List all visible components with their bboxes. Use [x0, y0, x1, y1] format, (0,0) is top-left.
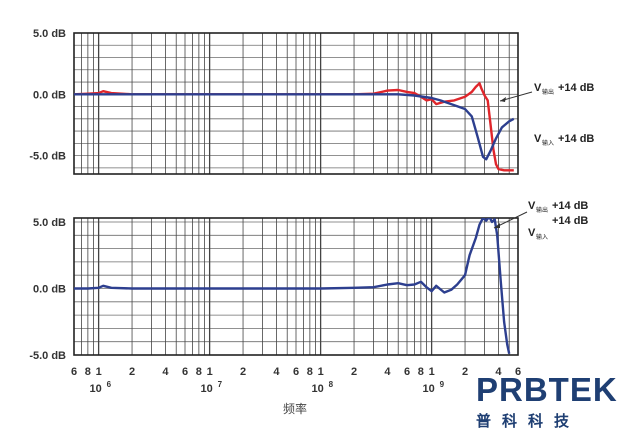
top-chart-panel: 5.0 dB0.0 dB-5.0 dBV 输出 +14 dBV 输入 +14 dB: [29, 28, 594, 175]
vertical-gridlines: [81, 33, 510, 174]
annotation-vin: V: [528, 227, 536, 239]
x-tick-label: 2: [351, 366, 357, 378]
x-tick-label: 6: [293, 366, 299, 378]
x-tick-label: 4: [495, 366, 502, 378]
y-tick-label: 5.0 dB: [33, 28, 66, 40]
x-axis: 6 8 1 2 4 6 8 1 2 4 6 8 1 2 4 6 8 1 2 4 610 6 10 7 10 8 10 9: [71, 366, 521, 395]
y-tick-label: 5.0 dB: [33, 217, 66, 229]
decade-exponent: 7: [218, 380, 223, 389]
x-tick-label: 8: [85, 366, 91, 378]
decade-label: 10: [423, 383, 435, 395]
y-tick-label: -5.0 dB: [29, 350, 66, 362]
decade-exponent: 6: [107, 380, 112, 389]
series-line: [74, 218, 511, 354]
annotation-vout: V: [534, 82, 542, 94]
decade-exponent: 8: [329, 380, 334, 389]
y-tick-label: 0.0 dB: [33, 89, 66, 101]
annotation-vout-subscript: 输出: [536, 206, 548, 214]
x-tick-label: 2: [240, 366, 246, 378]
x-tick-label: 1: [207, 366, 213, 378]
x-tick-label: 6: [515, 366, 521, 378]
annotation-vout-subscript: 输出: [542, 88, 554, 96]
vertical-gridlines: [81, 218, 510, 355]
logo-wordmark: PRBTEK: [476, 371, 618, 408]
series-line: [74, 93, 515, 161]
decade-label: 10: [312, 383, 324, 395]
x-tick-label: 8: [418, 366, 424, 378]
decade-label: 10: [90, 383, 102, 395]
x-tick-label: 1: [96, 366, 102, 378]
y-tick-label: -5.0 dB: [29, 151, 66, 163]
annotation-vin-suffix: +14 dB: [558, 133, 594, 145]
annotation-vout-suffix: +14 dB: [552, 200, 588, 212]
x-tick-label: 1: [429, 366, 435, 378]
x-tick-label: 6: [71, 366, 77, 378]
annotation-vin-subscript: 输入: [536, 233, 548, 241]
x-tick-label: 2: [462, 366, 468, 378]
x-tick-label: 2: [129, 366, 135, 378]
annotation-vin: V: [534, 133, 542, 145]
bottom-chart-panel: 5.0 dB0.0 dB-5.0 dBV 输出 +14 dBV 输入+14 dB: [29, 200, 588, 362]
company-logo: PRBTEK 普科科技: [476, 371, 618, 432]
x-tick-label: 6: [182, 366, 188, 378]
x-tick-label: 4: [273, 366, 280, 378]
x-tick-label: 1: [318, 366, 324, 378]
plot-frame: [73, 32, 519, 175]
x-tick-label: 4: [162, 366, 169, 378]
annotation-arrowhead: [494, 223, 500, 228]
x-axis-label: 频率: [283, 401, 307, 416]
annotation-shared-suffix: +14 dB: [552, 215, 588, 227]
decade-exponent: 9: [440, 380, 445, 389]
x-tick-label: 8: [307, 366, 313, 378]
x-tick-label: 8: [196, 366, 202, 378]
x-tick-label: 4: [384, 366, 391, 378]
annotation-vout: V: [528, 200, 536, 212]
y-tick-label: 0.0 dB: [33, 283, 66, 295]
decade-label: 10: [201, 383, 213, 395]
annotation-arrowhead: [500, 97, 506, 102]
plot-frame: [73, 217, 519, 356]
annotation-vin-subscript: 输入: [542, 139, 554, 147]
x-tick-label: 6: [404, 366, 410, 378]
annotation-vout-suffix: +14 dB: [558, 82, 594, 94]
logo-subtitle: 普科科技: [476, 412, 581, 430]
